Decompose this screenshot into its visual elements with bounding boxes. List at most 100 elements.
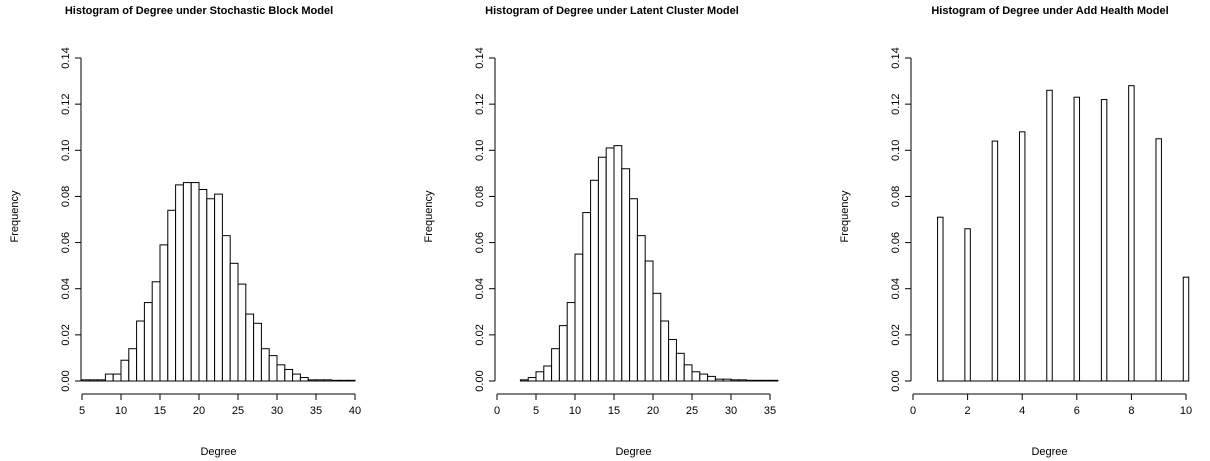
x-axis-label: Degree bbox=[200, 446, 236, 458]
histogram-bar bbox=[104, 373, 114, 382]
histogram-bar bbox=[81, 379, 91, 382]
histogram-bar bbox=[1182, 276, 1190, 382]
histogram-bar bbox=[338, 379, 348, 382]
y-tick-label: 0.14 bbox=[890, 47, 902, 68]
y-tick-label: 0.10 bbox=[474, 140, 486, 161]
y-tick-label: 0.04 bbox=[60, 278, 72, 299]
histogram-bar bbox=[331, 379, 340, 382]
x-axis-label: Degree bbox=[1031, 446, 1067, 458]
histogram-bar bbox=[652, 292, 662, 382]
y-tick-label: 0.12 bbox=[474, 93, 486, 114]
histogram-bar bbox=[660, 320, 670, 382]
y-tick-label: 0.12 bbox=[890, 93, 902, 114]
x-tick-label: 8 bbox=[1128, 405, 1134, 417]
y-tick-label: 0.06 bbox=[890, 232, 902, 253]
histogram-bar bbox=[136, 320, 145, 382]
histogram-bar bbox=[937, 216, 944, 382]
histogram-bar bbox=[761, 379, 771, 382]
x-tick-label: 5 bbox=[533, 405, 539, 417]
histogram-bar bbox=[964, 228, 971, 382]
histogram-bar bbox=[605, 147, 615, 382]
histogram-bar bbox=[198, 189, 208, 382]
x-axis-label: Degree bbox=[615, 446, 651, 458]
x-tick-label: 10 bbox=[1180, 405, 1192, 417]
histogram-bar bbox=[214, 193, 223, 382]
y-axis-label: Frequency bbox=[839, 190, 851, 242]
histogram-bar bbox=[714, 378, 724, 382]
histogram-bar bbox=[551, 348, 560, 382]
histogram-bar bbox=[991, 140, 999, 382]
histogram-bar bbox=[307, 379, 317, 382]
histogram-bar bbox=[315, 379, 325, 382]
histogram-bar bbox=[1128, 85, 1135, 382]
histogram-bar bbox=[128, 348, 138, 382]
y-tick-label: 0.08 bbox=[60, 186, 72, 207]
x-tick-label: 10 bbox=[115, 405, 127, 417]
histogram-bar bbox=[1018, 131, 1026, 382]
histogram-bar bbox=[175, 184, 184, 382]
y-tick-label: 0.08 bbox=[474, 186, 486, 207]
histogram-bar bbox=[120, 359, 130, 382]
x-tick-label: 10 bbox=[569, 405, 581, 417]
y-axis-label: Frequency bbox=[9, 190, 21, 242]
histogram-bar bbox=[699, 373, 709, 382]
histogram-bar bbox=[753, 379, 763, 382]
x-tick-label: 15 bbox=[154, 405, 166, 417]
histogram-bar bbox=[691, 371, 701, 382]
y-tick-label: 0.00 bbox=[60, 370, 72, 391]
histogram-bar bbox=[582, 212, 592, 382]
histogram-bar bbox=[260, 348, 270, 382]
y-tick-label: 0.06 bbox=[474, 232, 486, 253]
y-tick-label: 0.02 bbox=[474, 324, 486, 345]
histogram-bar bbox=[597, 156, 607, 382]
chart-panel-1: Histogram of Degree under Stochastic Blo… bbox=[9, 5, 361, 458]
histogram-bar bbox=[167, 209, 177, 382]
chart-title: Histogram of Degree under Add Health Mod… bbox=[931, 5, 1168, 17]
x-tick-label: 30 bbox=[271, 405, 283, 417]
histogram-bar bbox=[668, 338, 677, 382]
histogram-bar bbox=[1155, 138, 1162, 382]
histogram-bar bbox=[284, 368, 294, 382]
x-tick-label: 20 bbox=[193, 405, 205, 417]
y-tick-label: 0.00 bbox=[890, 370, 902, 391]
histogram-bar bbox=[707, 375, 716, 382]
chart-panel-3: Histogram of Degree under Add Health Mod… bbox=[839, 5, 1192, 458]
x-tick-label: 35 bbox=[310, 405, 322, 417]
histogram-bar bbox=[566, 302, 576, 382]
y-tick-label: 0.08 bbox=[890, 186, 902, 207]
y-tick-label: 0.02 bbox=[890, 324, 902, 345]
histogram-bar bbox=[1100, 99, 1108, 382]
x-tick-label: 25 bbox=[686, 405, 698, 417]
y-tick-label: 0.00 bbox=[474, 370, 486, 391]
y-tick-label: 0.02 bbox=[60, 324, 72, 345]
histogram-bar bbox=[276, 364, 286, 382]
histogram-bar bbox=[730, 379, 740, 382]
x-tick-label: 0 bbox=[494, 405, 500, 417]
histogram-bar bbox=[229, 262, 239, 382]
histogram-bar bbox=[558, 325, 568, 382]
histogram-bar bbox=[769, 379, 779, 382]
x-tick-label: 15 bbox=[608, 405, 620, 417]
chart-panel-2: Histogram of Degree under Latent Cluster… bbox=[423, 5, 779, 458]
histogram-bar bbox=[683, 364, 693, 382]
x-tick-label: 40 bbox=[349, 405, 361, 417]
histogram-bar bbox=[97, 379, 106, 382]
x-tick-label: 25 bbox=[232, 405, 244, 417]
x-tick-label: 0 bbox=[910, 405, 916, 417]
histogram-bar bbox=[245, 313, 255, 382]
y-tick-label: 0.06 bbox=[60, 232, 72, 253]
chart-title: Histogram of Degree under Latent Cluster… bbox=[485, 5, 739, 17]
histogram-bar bbox=[323, 379, 333, 382]
x-tick-label: 2 bbox=[965, 405, 971, 417]
histogram-bar bbox=[675, 352, 685, 382]
histogram-bar bbox=[527, 377, 537, 382]
histogram-bar bbox=[590, 179, 599, 382]
x-tick-label: 35 bbox=[764, 405, 776, 417]
histogram-bar bbox=[644, 260, 654, 382]
histogram-bar bbox=[722, 378, 732, 382]
x-tick-label: 4 bbox=[1019, 405, 1025, 417]
y-tick-label: 0.14 bbox=[60, 47, 72, 68]
y-tick-label: 0.04 bbox=[474, 278, 486, 299]
histogram-bar bbox=[206, 198, 216, 382]
